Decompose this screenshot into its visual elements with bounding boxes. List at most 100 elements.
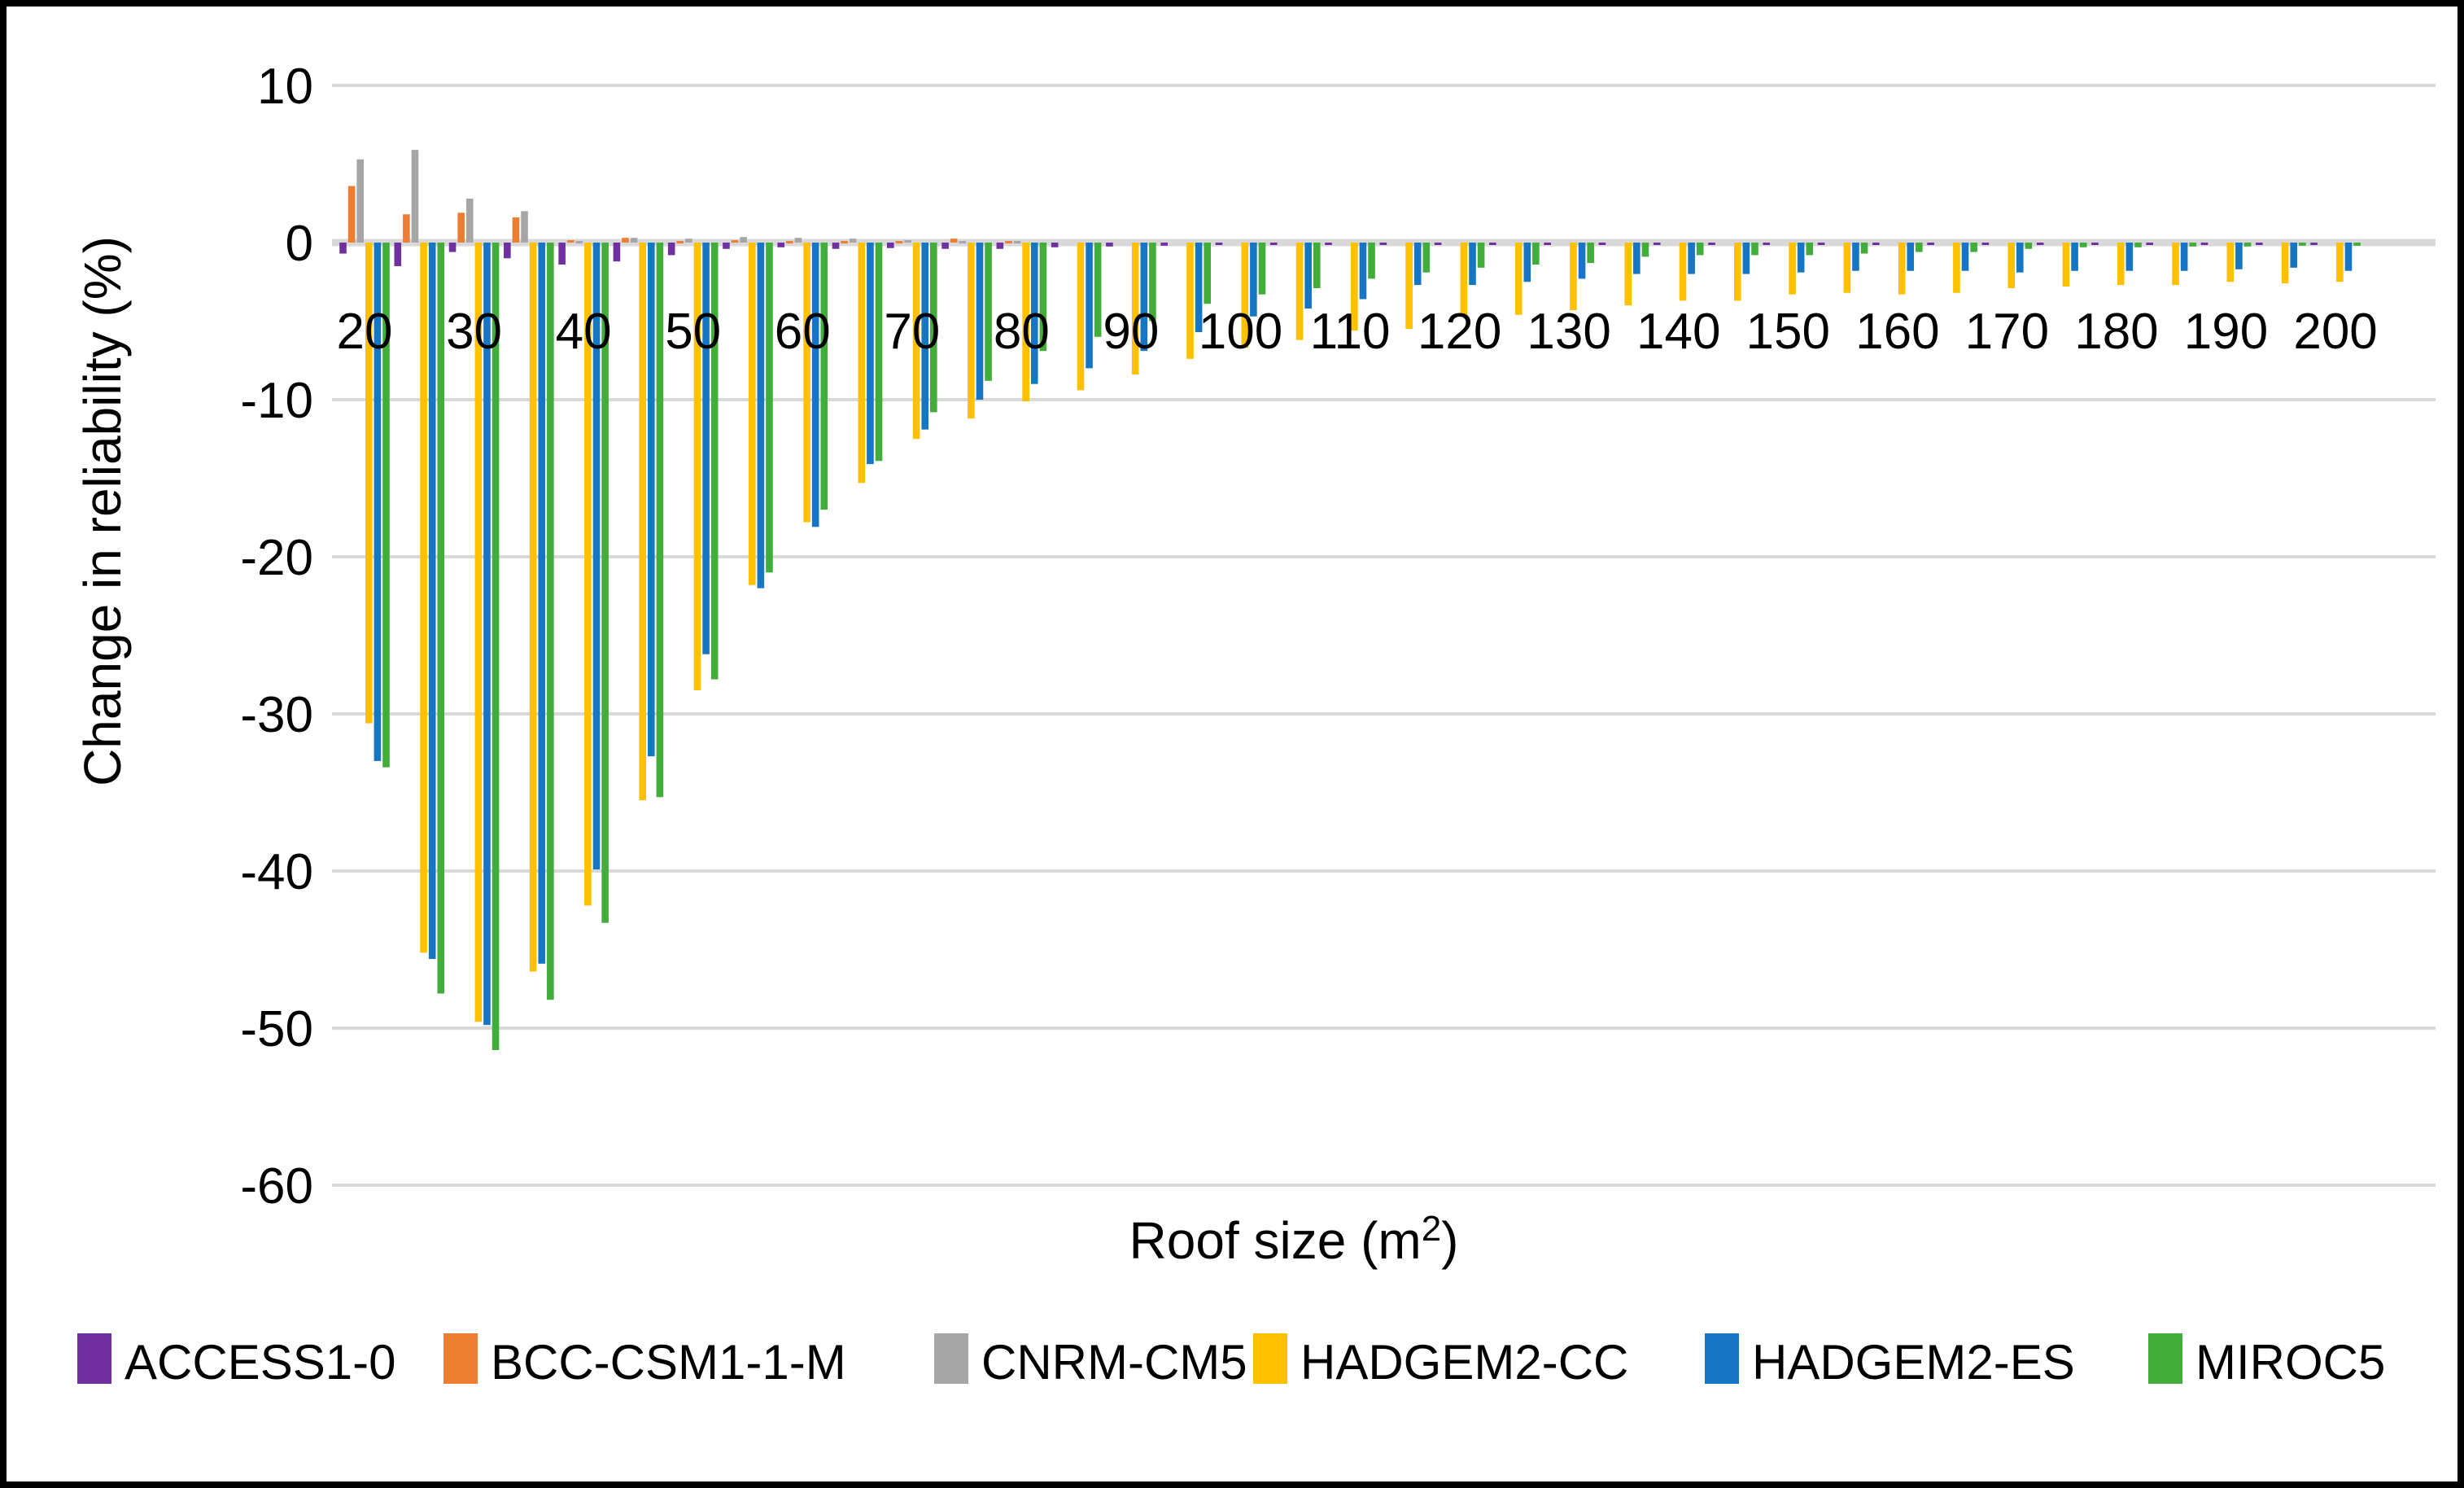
- bar-CNRM-CM5-x75: [959, 241, 967, 244]
- bar-ACCESS1-0-x25: [394, 243, 402, 266]
- bar-MIROC5-x90: [1149, 243, 1156, 322]
- y-tick-label--60: -60: [240, 1158, 313, 1214]
- y-tick-label--50: -50: [240, 1001, 313, 1057]
- bar-BCC-CSM1-1-M-x70: [895, 241, 903, 244]
- legend-swatch-HADGEM2-CC: [1253, 1333, 1287, 1384]
- bar-MIROC5-x120: [1477, 243, 1485, 268]
- bar-HADGEM2-ES-x60: [811, 243, 819, 527]
- bar-MIROC5-x60: [820, 243, 828, 510]
- bar-HADGEM2-ES-x200: [2344, 243, 2353, 271]
- x-tick-label-60: 60: [775, 304, 831, 360]
- bar-HADGEM2-ES-x165: [1961, 243, 1969, 271]
- bar-ACCESS1-0-x135: [1598, 243, 1606, 245]
- bar-HADGEM2-ES-x130: [1578, 243, 1586, 279]
- bar-HADGEM2-CC-x75: [968, 243, 975, 419]
- bar-HADGEM2-CC-x45: [639, 243, 646, 801]
- bar-ACCESS1-0-x125: [1489, 243, 1496, 245]
- x-tick-label-160: 160: [1855, 304, 1939, 360]
- x-tick-label-190: 190: [2184, 304, 2268, 360]
- bar-MIROC5-x190: [2243, 243, 2252, 247]
- bar-BCC-CSM1-1-M-x40: [566, 240, 574, 243]
- bar-CNRM-CM5-x70: [904, 240, 911, 243]
- bar-HADGEM2-CC-x95: [1186, 243, 1194, 359]
- bar-MIROC5-x110: [1368, 243, 1375, 279]
- bar-HADGEM2-CC-x180: [2117, 243, 2125, 286]
- bar-ACCESS1-0-x165: [1927, 243, 1934, 245]
- bar-HADGEM2-CC-x85: [1077, 243, 1085, 391]
- bar-HADGEM2-CC-x120: [1460, 243, 1468, 315]
- x-axis-title: Roof size (m2): [1129, 1209, 1459, 1270]
- bar-CNRM-CM5-x40: [575, 241, 583, 244]
- bar-HADGEM2-ES-x25: [428, 243, 436, 960]
- bar-MIROC5-x195: [2299, 243, 2306, 246]
- bar-ACCESS1-0-x155: [1817, 243, 1825, 245]
- legend-label-HADGEM2-ES: HADGEM2-ES: [1752, 1335, 2075, 1390]
- bar-BCC-CSM1-1-M-x35: [512, 217, 520, 243]
- bar-MIROC5-x170: [2025, 243, 2033, 249]
- bar-MIROC5-x70: [930, 243, 937, 413]
- bar-HADGEM2-ES-x145: [1742, 243, 1750, 274]
- bar-ACCESS1-0-x45: [613, 243, 621, 262]
- bar-HADGEM2-CC-x25: [420, 243, 427, 953]
- bar-MIROC5-x50: [710, 243, 719, 680]
- bar-HADGEM2-ES-x95: [1195, 243, 1203, 333]
- bar-HADGEM2-ES-x80: [1030, 243, 1038, 384]
- bar-HADGEM2-CC-x80: [1022, 243, 1029, 401]
- bar-HADGEM2-CC-x160: [1898, 243, 1906, 295]
- bar-BCC-CSM1-1-M-x25: [403, 214, 410, 243]
- x-tick-label-90: 90: [1103, 304, 1159, 360]
- bar-MIROC5-x165: [1970, 243, 1977, 252]
- legend-label-MIROC5: MIROC5: [2195, 1335, 2385, 1390]
- legend-label-ACCESS1-0: ACCESS1-0: [125, 1335, 395, 1390]
- bar-BCC-CSM1-1-M-x30: [457, 212, 465, 243]
- legend-swatch-HADGEM2-ES: [1705, 1333, 1739, 1384]
- bar-HADGEM2-ES-x185: [2180, 243, 2188, 271]
- bar-MIROC5-x180: [2134, 243, 2142, 247]
- bar-MIROC5-x95: [1204, 243, 1211, 304]
- bar-ACCESS1-0-x200: [2310, 243, 2318, 245]
- bar-CNRM-CM5-x20: [356, 159, 364, 243]
- bar-HADGEM2-CC-x70: [912, 243, 920, 440]
- bar-HADGEM2-ES-x50: [702, 243, 710, 654]
- bar-MIROC5-x115: [1422, 243, 1431, 273]
- bar-HADGEM2-ES-x75: [976, 243, 984, 400]
- bar-MIROC5-x30: [491, 243, 500, 1051]
- bar-ACCESS1-0-x55: [723, 243, 730, 249]
- bar-MIROC5-x175: [2079, 243, 2087, 247]
- bar-HADGEM2-CC-x60: [803, 243, 810, 523]
- bar-HADGEM2-ES-x90: [1140, 243, 1148, 352]
- bar-MIROC5-x40: [601, 243, 609, 923]
- bar-HADGEM2-ES-x125: [1523, 243, 1531, 282]
- bar-HADGEM2-CC-x190: [2226, 243, 2235, 282]
- bar-HADGEM2-CC-x130: [1570, 243, 1577, 310]
- x-tick-label-40: 40: [556, 304, 612, 360]
- bar-ACCESS1-0-x175: [2036, 243, 2044, 245]
- bar-HADGEM2-CC-x145: [1734, 243, 1741, 301]
- x-tick-label-110: 110: [1310, 304, 1391, 360]
- bar-ACCESS1-0-x75: [941, 243, 949, 249]
- bar-ACCESS1-0-x40: [558, 243, 566, 265]
- bar-HADGEM2-CC-x100: [1241, 243, 1249, 348]
- bar-ACCESS1-0-x65: [832, 243, 840, 249]
- bar-ACCESS1-0-x35: [504, 243, 511, 259]
- legend-swatch-BCC-CSM1-1-M: [443, 1333, 478, 1384]
- bar-HADGEM2-CC-x195: [2281, 243, 2289, 284]
- legend-swatch-CNRM-CM5: [934, 1333, 968, 1384]
- y-tick-label--10: -10: [240, 373, 313, 429]
- bar-ACCESS1-0-x115: [1379, 243, 1387, 245]
- bar-HADGEM2-ES-x35: [538, 243, 546, 964]
- y-tick-label--20: -20: [240, 530, 313, 586]
- bar-BCC-CSM1-1-M-x65: [841, 241, 848, 244]
- bar-CNRM-CM5-x35: [521, 211, 528, 243]
- bar-ACCESS1-0-x190: [2200, 243, 2208, 245]
- bar-ACCESS1-0-x85: [1051, 243, 1059, 247]
- bar-MIROC5-x100: [1258, 243, 1266, 295]
- bar-HADGEM2-ES-x175: [2071, 243, 2078, 271]
- bar-MIROC5-x200: [2353, 243, 2361, 246]
- bar-HADGEM2-CC-x185: [2172, 243, 2179, 286]
- bar-ACCESS1-0-x110: [1325, 243, 1332, 245]
- legend-label-BCC-CSM1-1-M: BCC-CSM1-1-M: [491, 1335, 846, 1390]
- bar-MIROC5-x140: [1696, 243, 1704, 256]
